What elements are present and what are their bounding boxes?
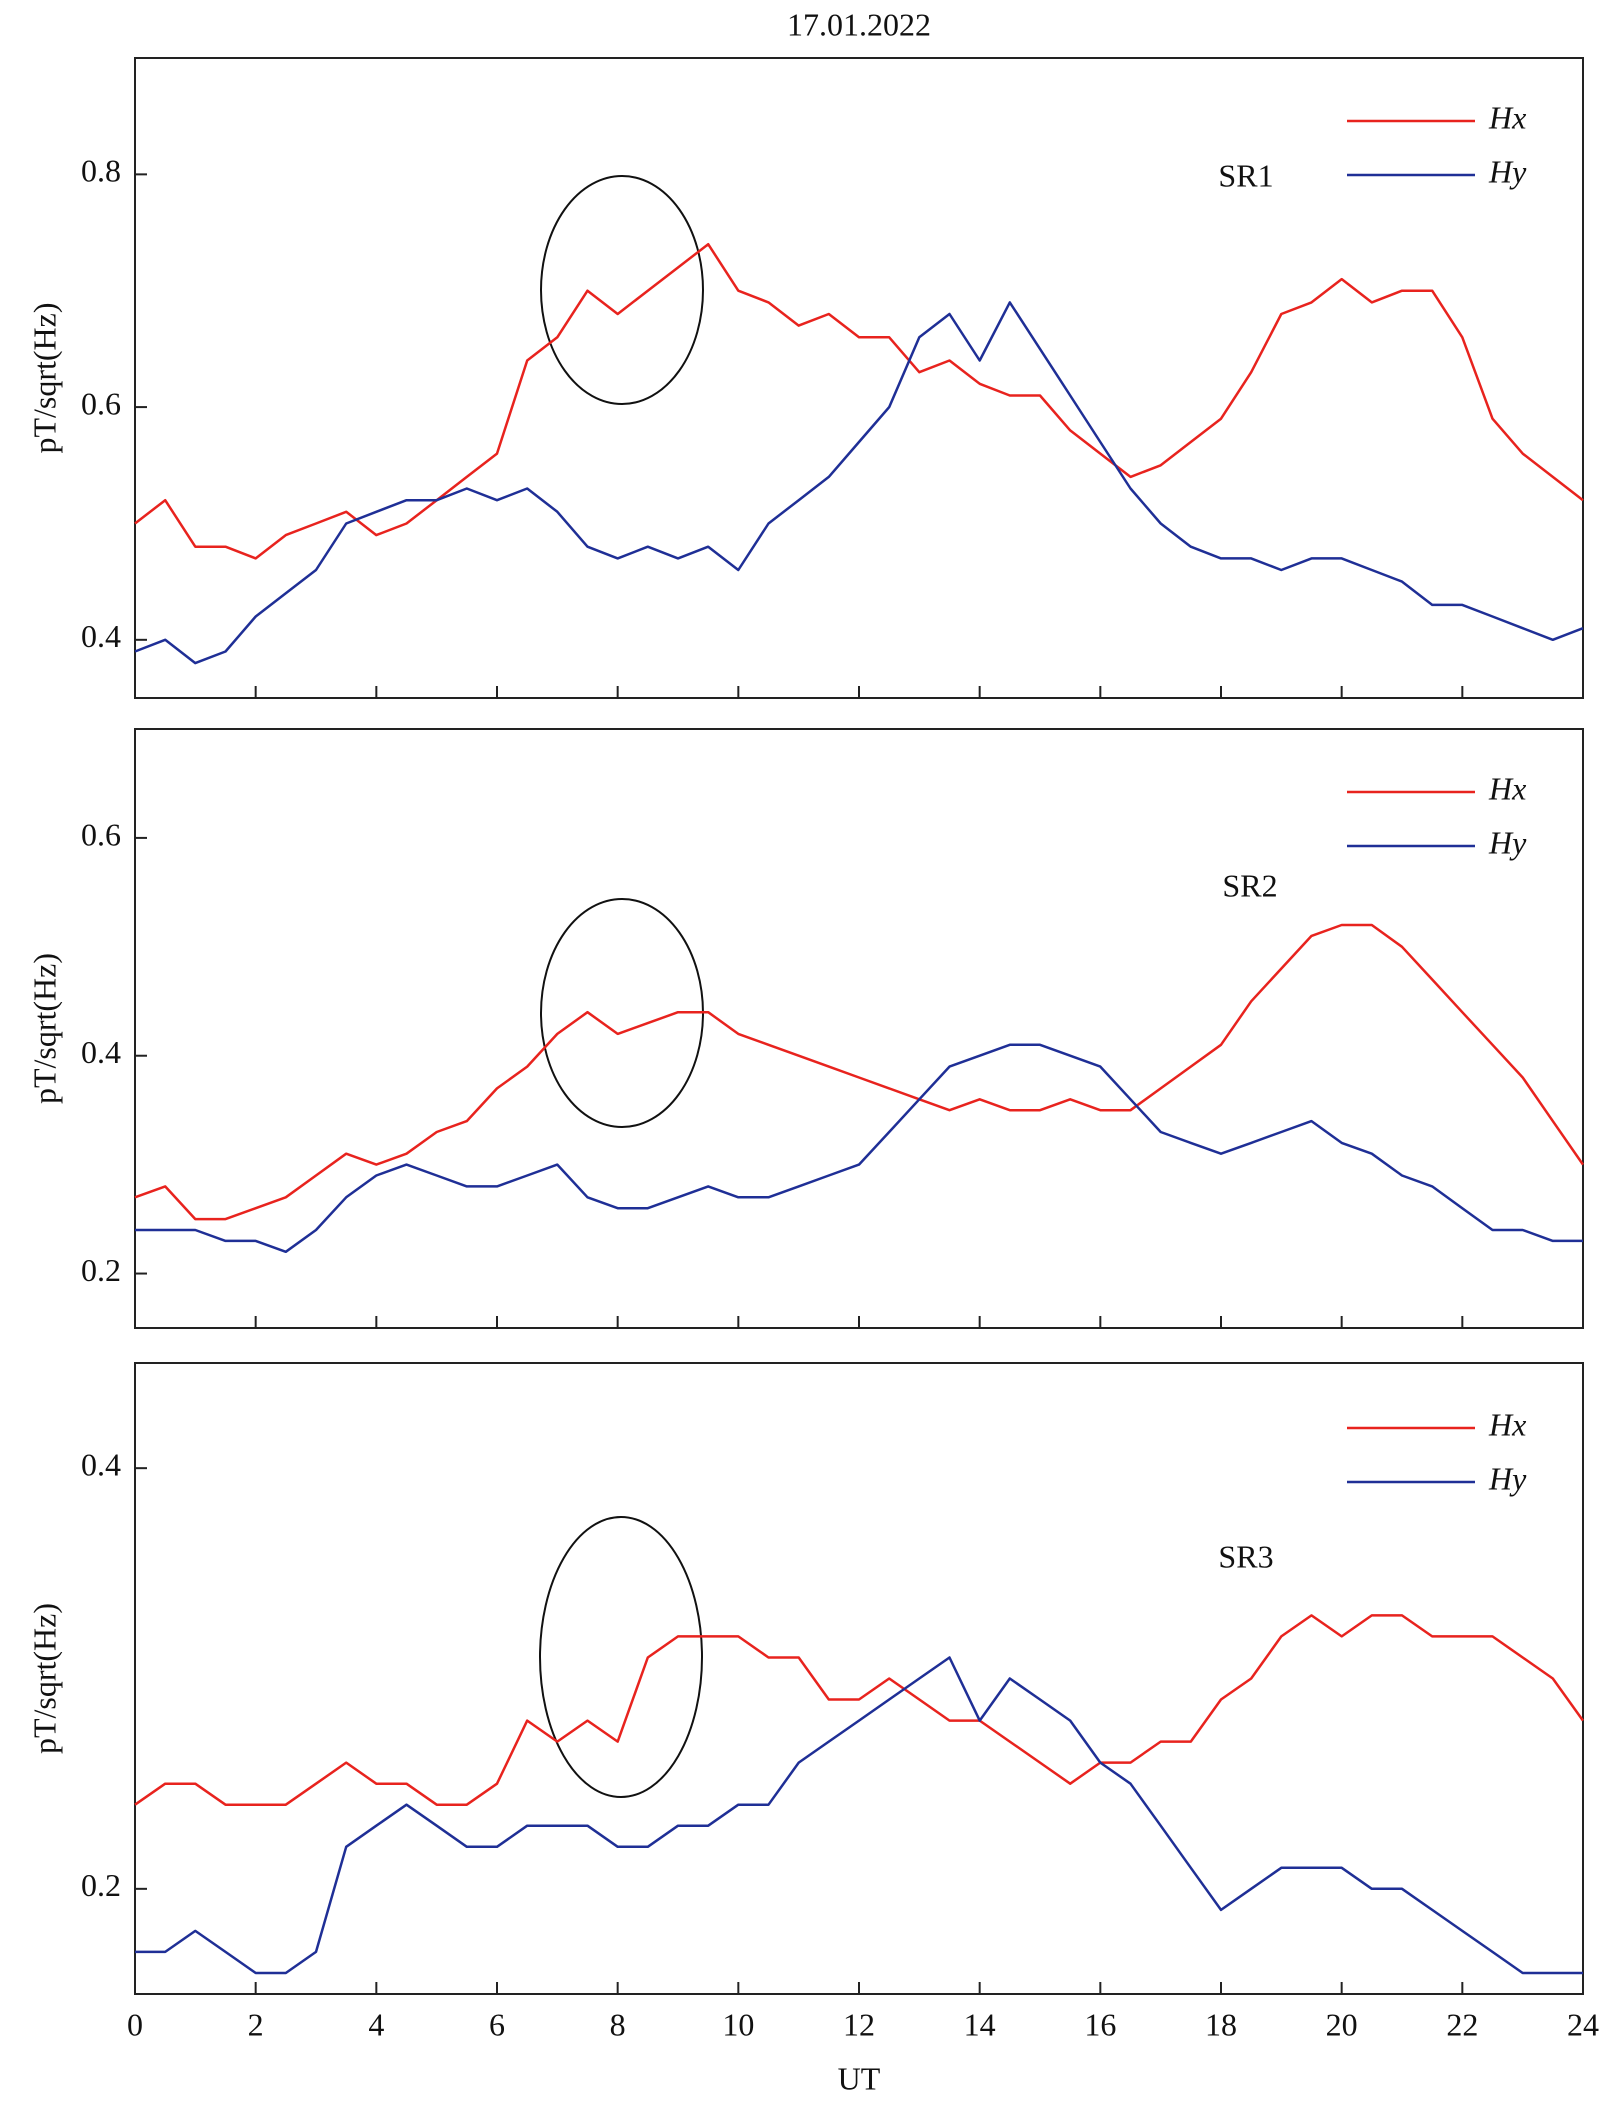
legend-label: Hx xyxy=(1488,770,1526,806)
panel-label: SR2 xyxy=(1222,867,1277,903)
y-tick-label: 0.4 xyxy=(81,618,121,654)
series-line xyxy=(134,1614,1585,1806)
plot-frame xyxy=(134,1362,1584,1995)
series-line xyxy=(134,923,1585,1221)
y-axis-label: pT/sqrt(Hz) xyxy=(26,953,62,1104)
x-tick-label: 14 xyxy=(964,2006,996,2042)
x-tick-label: 0 xyxy=(127,2006,143,2042)
x-tick-label: 24 xyxy=(1567,2006,1599,2042)
series-line xyxy=(134,242,1584,560)
panel-label: SR3 xyxy=(1218,1538,1273,1574)
series-line xyxy=(135,1043,1583,1254)
series-line xyxy=(135,1656,1583,1975)
y-tick-label: 0.2 xyxy=(81,1252,121,1288)
x-tick-label: 20 xyxy=(1326,2006,1358,2042)
legend-label: Hy xyxy=(1488,153,1527,189)
chart-title: 17.01.2022 xyxy=(787,6,931,42)
plot-frame xyxy=(134,57,1584,699)
x-axis-label: UT xyxy=(838,2060,881,2096)
x-tick-label: 4 xyxy=(368,2006,384,2042)
y-tick-label: 0.8 xyxy=(81,153,121,189)
x-tick-label: 12 xyxy=(843,2006,875,2042)
y-tick-label: 0.2 xyxy=(81,1867,121,1903)
legend-label: Hy xyxy=(1488,1460,1527,1496)
series-line xyxy=(134,301,1584,665)
plot-frame xyxy=(134,728,1584,1329)
x-tick-label: 10 xyxy=(722,2006,754,2042)
y-axis-label: pT/sqrt(Hz) xyxy=(26,302,62,453)
highlight-ellipse xyxy=(539,1516,703,1798)
y-axis-label: pT/sqrt(Hz) xyxy=(26,1603,62,1754)
y-tick-label: 0.6 xyxy=(81,385,121,421)
x-tick-label: 16 xyxy=(1084,2006,1116,2042)
y-tick-label: 0.6 xyxy=(81,816,121,852)
y-tick-label: 0.4 xyxy=(81,1447,121,1483)
x-tick-label: 18 xyxy=(1205,2006,1237,2042)
x-tick-label: 6 xyxy=(489,2006,505,2042)
legend-label: Hx xyxy=(1488,1406,1526,1442)
legend-label: Hx xyxy=(1488,99,1526,135)
y-tick-label: 0.4 xyxy=(81,1034,121,1070)
x-tick-label: 22 xyxy=(1446,2006,1478,2042)
x-tick-label: 2 xyxy=(248,2006,264,2042)
x-tick-label: 8 xyxy=(610,2006,626,2042)
highlight-ellipse xyxy=(540,175,704,405)
panel-label: SR1 xyxy=(1218,157,1273,193)
legend-label: Hy xyxy=(1488,824,1527,860)
